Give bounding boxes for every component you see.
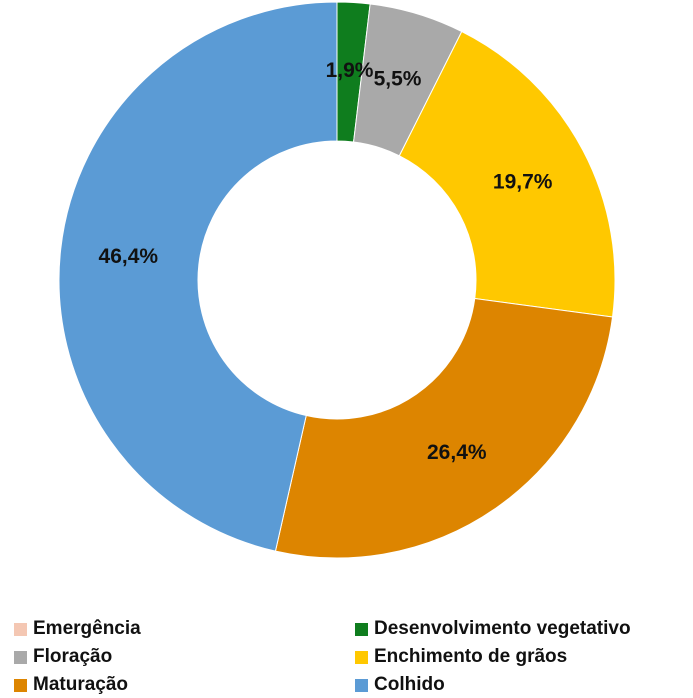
legend-label-floracao: Floração [33,646,113,667]
data-label-enchimento-de-graos: 19,7% [493,170,553,193]
legend-item-desenvolvimento-vegetativo: Desenvolvimento vegetativo [355,616,631,642]
legend: Emergência Desenvolvimento vegetativo Fl… [0,615,693,697]
legend-label-colhido: Colhido [374,674,445,695]
legend-label-emergencia: Emergência [33,618,141,639]
data-label-colhido: 46,4% [99,245,159,268]
legend-label-desenvolvimento-vegetativo: Desenvolvimento vegetativo [374,618,631,639]
legend-label-maturacao: Maturação [33,674,129,695]
slice-maturacao [274,297,614,559]
legend-swatch-emergencia [14,622,27,636]
legend-item-enchimento-de-graos: Enchimento de grãos [355,644,567,670]
data-label-maturacao: 26,4% [427,441,487,464]
donut-chart: 1,9% 5,5% 19,7% 26,4% 46,4% [58,1,616,559]
legend-swatch-maturacao [14,678,27,692]
slice-colhido [58,1,338,552]
legend-item-emergencia: Emergência [14,616,141,642]
slice-enchimento-de-graos [398,30,616,318]
legend-swatch-colhido [355,678,368,692]
legend-item-floracao: Floração [14,644,112,670]
legend-label-enchimento-de-graos: Enchimento de grãos [374,646,568,667]
legend-item-colhido: Colhido [355,672,445,698]
donut-slices [58,1,616,559]
data-label-desenvolvimento-vegetativo: 1,9% [326,59,374,82]
legend-item-maturacao: Maturação [14,672,128,698]
legend-swatch-desenvolvimento-vegetativo [355,622,368,636]
legend-swatch-floracao [14,650,27,664]
slice-labels: 1,9% 5,5% 19,7% 26,4% 46,4% [99,59,553,464]
legend-swatch-enchimento-de-graos [355,650,368,664]
data-label-floracao: 5,5% [374,67,422,90]
